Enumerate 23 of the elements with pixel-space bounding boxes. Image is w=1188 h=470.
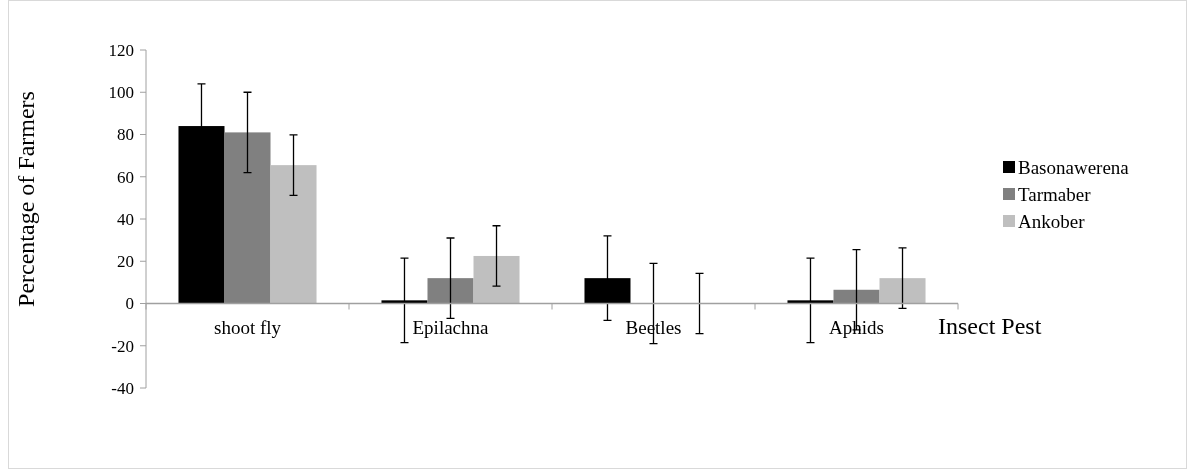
bar (427, 278, 474, 304)
bar (270, 165, 317, 304)
x-tick-label: shoot fly (213, 316, 282, 338)
bar (473, 255, 520, 304)
y-tick-label: 40 (117, 209, 134, 229)
y-tick-label: 100 (108, 83, 134, 103)
x-tick-label: Aphids (829, 316, 884, 338)
y-tick-label: 80 (117, 125, 134, 145)
x-axis-title: Insect Pest (938, 312, 1042, 339)
bar (833, 289, 880, 304)
y-tick-label: 120 (108, 40, 134, 60)
x-tick-label: Epilachna (412, 316, 490, 338)
y-tick-label: -20 (111, 336, 134, 356)
bar (224, 132, 271, 304)
y-axis-title: Percentage of Farmers (13, 91, 39, 307)
legend-label: Basonawerena (1018, 156, 1130, 178)
legend-label: Tarmaber (1018, 183, 1092, 205)
bar (879, 278, 926, 304)
y-tick-label: 0 (125, 294, 134, 314)
legend-label: Ankober (1018, 210, 1086, 232)
y-tick-label: -40 (111, 378, 134, 398)
y-tick-label: 20 (117, 252, 134, 272)
y-tick-label: 60 (117, 167, 134, 187)
